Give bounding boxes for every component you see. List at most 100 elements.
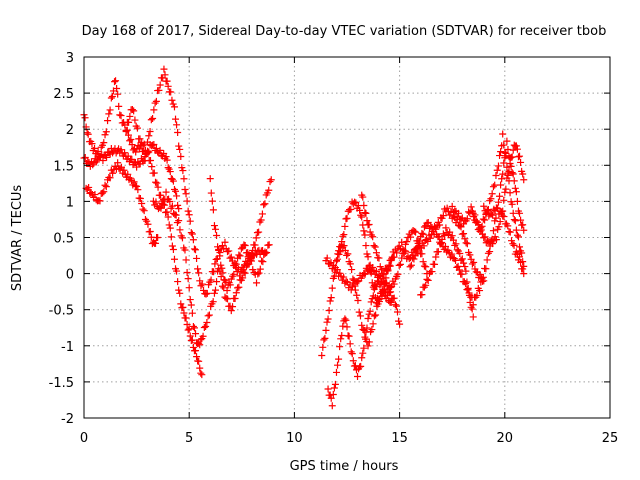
data-point <box>372 311 380 319</box>
data-point <box>145 132 153 140</box>
data-point <box>418 229 426 237</box>
data-point <box>336 343 344 351</box>
data-point <box>392 302 400 310</box>
data-point <box>215 246 223 254</box>
data-point <box>202 290 210 298</box>
data-point <box>227 253 235 261</box>
y-tick-label: -0.5 <box>49 304 74 319</box>
data-point <box>223 295 231 303</box>
data-point <box>376 263 384 271</box>
data-point <box>357 362 365 370</box>
data-point <box>125 118 133 126</box>
data-point <box>187 301 195 309</box>
data-point <box>202 323 210 331</box>
data-point <box>99 189 107 197</box>
data-point <box>398 238 406 246</box>
data-series <box>80 77 183 213</box>
data-point <box>509 240 517 248</box>
data-point <box>140 140 148 148</box>
data-point <box>340 273 348 281</box>
data-point <box>359 349 367 357</box>
data-point <box>504 222 512 230</box>
data-point <box>183 197 191 205</box>
data-point <box>210 222 218 230</box>
data-point <box>372 249 380 257</box>
data-point <box>489 227 497 235</box>
data-point <box>434 248 442 256</box>
data-point <box>176 289 184 297</box>
data-point <box>261 249 269 257</box>
data-point <box>172 211 180 219</box>
data-point <box>367 298 375 306</box>
data-point <box>422 263 430 271</box>
data-point <box>383 266 391 274</box>
data-point <box>390 280 398 288</box>
data-point <box>117 146 125 154</box>
data-point <box>318 352 326 360</box>
x-tick-label: 20 <box>497 431 514 446</box>
data-point <box>107 94 115 102</box>
data-point <box>183 321 191 329</box>
data-point <box>395 317 403 325</box>
data-point <box>198 280 206 288</box>
data-point <box>155 86 163 94</box>
data-point <box>361 231 369 239</box>
data-point <box>152 198 160 206</box>
data-point <box>193 254 201 262</box>
data-point <box>357 211 365 219</box>
data-point <box>178 234 186 242</box>
data-point <box>241 269 249 277</box>
data-point <box>439 212 447 220</box>
data-point <box>100 188 108 196</box>
data-point <box>153 179 161 187</box>
data-point <box>102 128 110 136</box>
data-series <box>206 175 273 294</box>
data-point <box>135 145 143 153</box>
data-point <box>509 146 517 154</box>
data-series <box>406 137 528 309</box>
data-point <box>379 269 387 277</box>
data-point <box>331 380 339 388</box>
data-point <box>454 262 462 270</box>
data-series <box>480 202 528 278</box>
data-point <box>141 216 149 224</box>
data-point <box>491 181 499 189</box>
data-point <box>128 106 136 114</box>
data-point <box>371 243 379 251</box>
data-point <box>361 270 369 278</box>
data-point <box>157 204 165 212</box>
data-point <box>146 128 154 136</box>
data-point <box>500 159 508 167</box>
data-point <box>510 241 518 249</box>
data-point <box>216 252 224 260</box>
data-point <box>150 106 158 114</box>
data-point <box>350 276 358 284</box>
data-point <box>240 241 248 249</box>
data-point <box>166 197 174 205</box>
data-point <box>412 247 420 255</box>
data-point <box>470 258 478 266</box>
data-point <box>156 146 164 154</box>
data-point <box>463 215 471 223</box>
data-point <box>189 322 197 330</box>
data-point <box>167 233 175 241</box>
data-point <box>478 222 486 230</box>
data-point <box>387 288 395 296</box>
data-point <box>508 200 516 208</box>
data-point <box>343 251 351 259</box>
data-point <box>351 362 359 370</box>
data-point <box>152 144 160 152</box>
data-point <box>442 224 450 232</box>
data-point <box>514 233 522 241</box>
data-point <box>448 232 456 240</box>
data-point <box>364 342 372 350</box>
data-point <box>130 107 138 115</box>
data-point <box>249 246 257 254</box>
data-point <box>438 235 446 243</box>
data-point <box>174 278 182 286</box>
data-point <box>520 226 528 234</box>
data-point <box>329 391 337 399</box>
data-point <box>349 275 357 283</box>
data-point <box>324 385 332 393</box>
data-point <box>448 202 456 210</box>
